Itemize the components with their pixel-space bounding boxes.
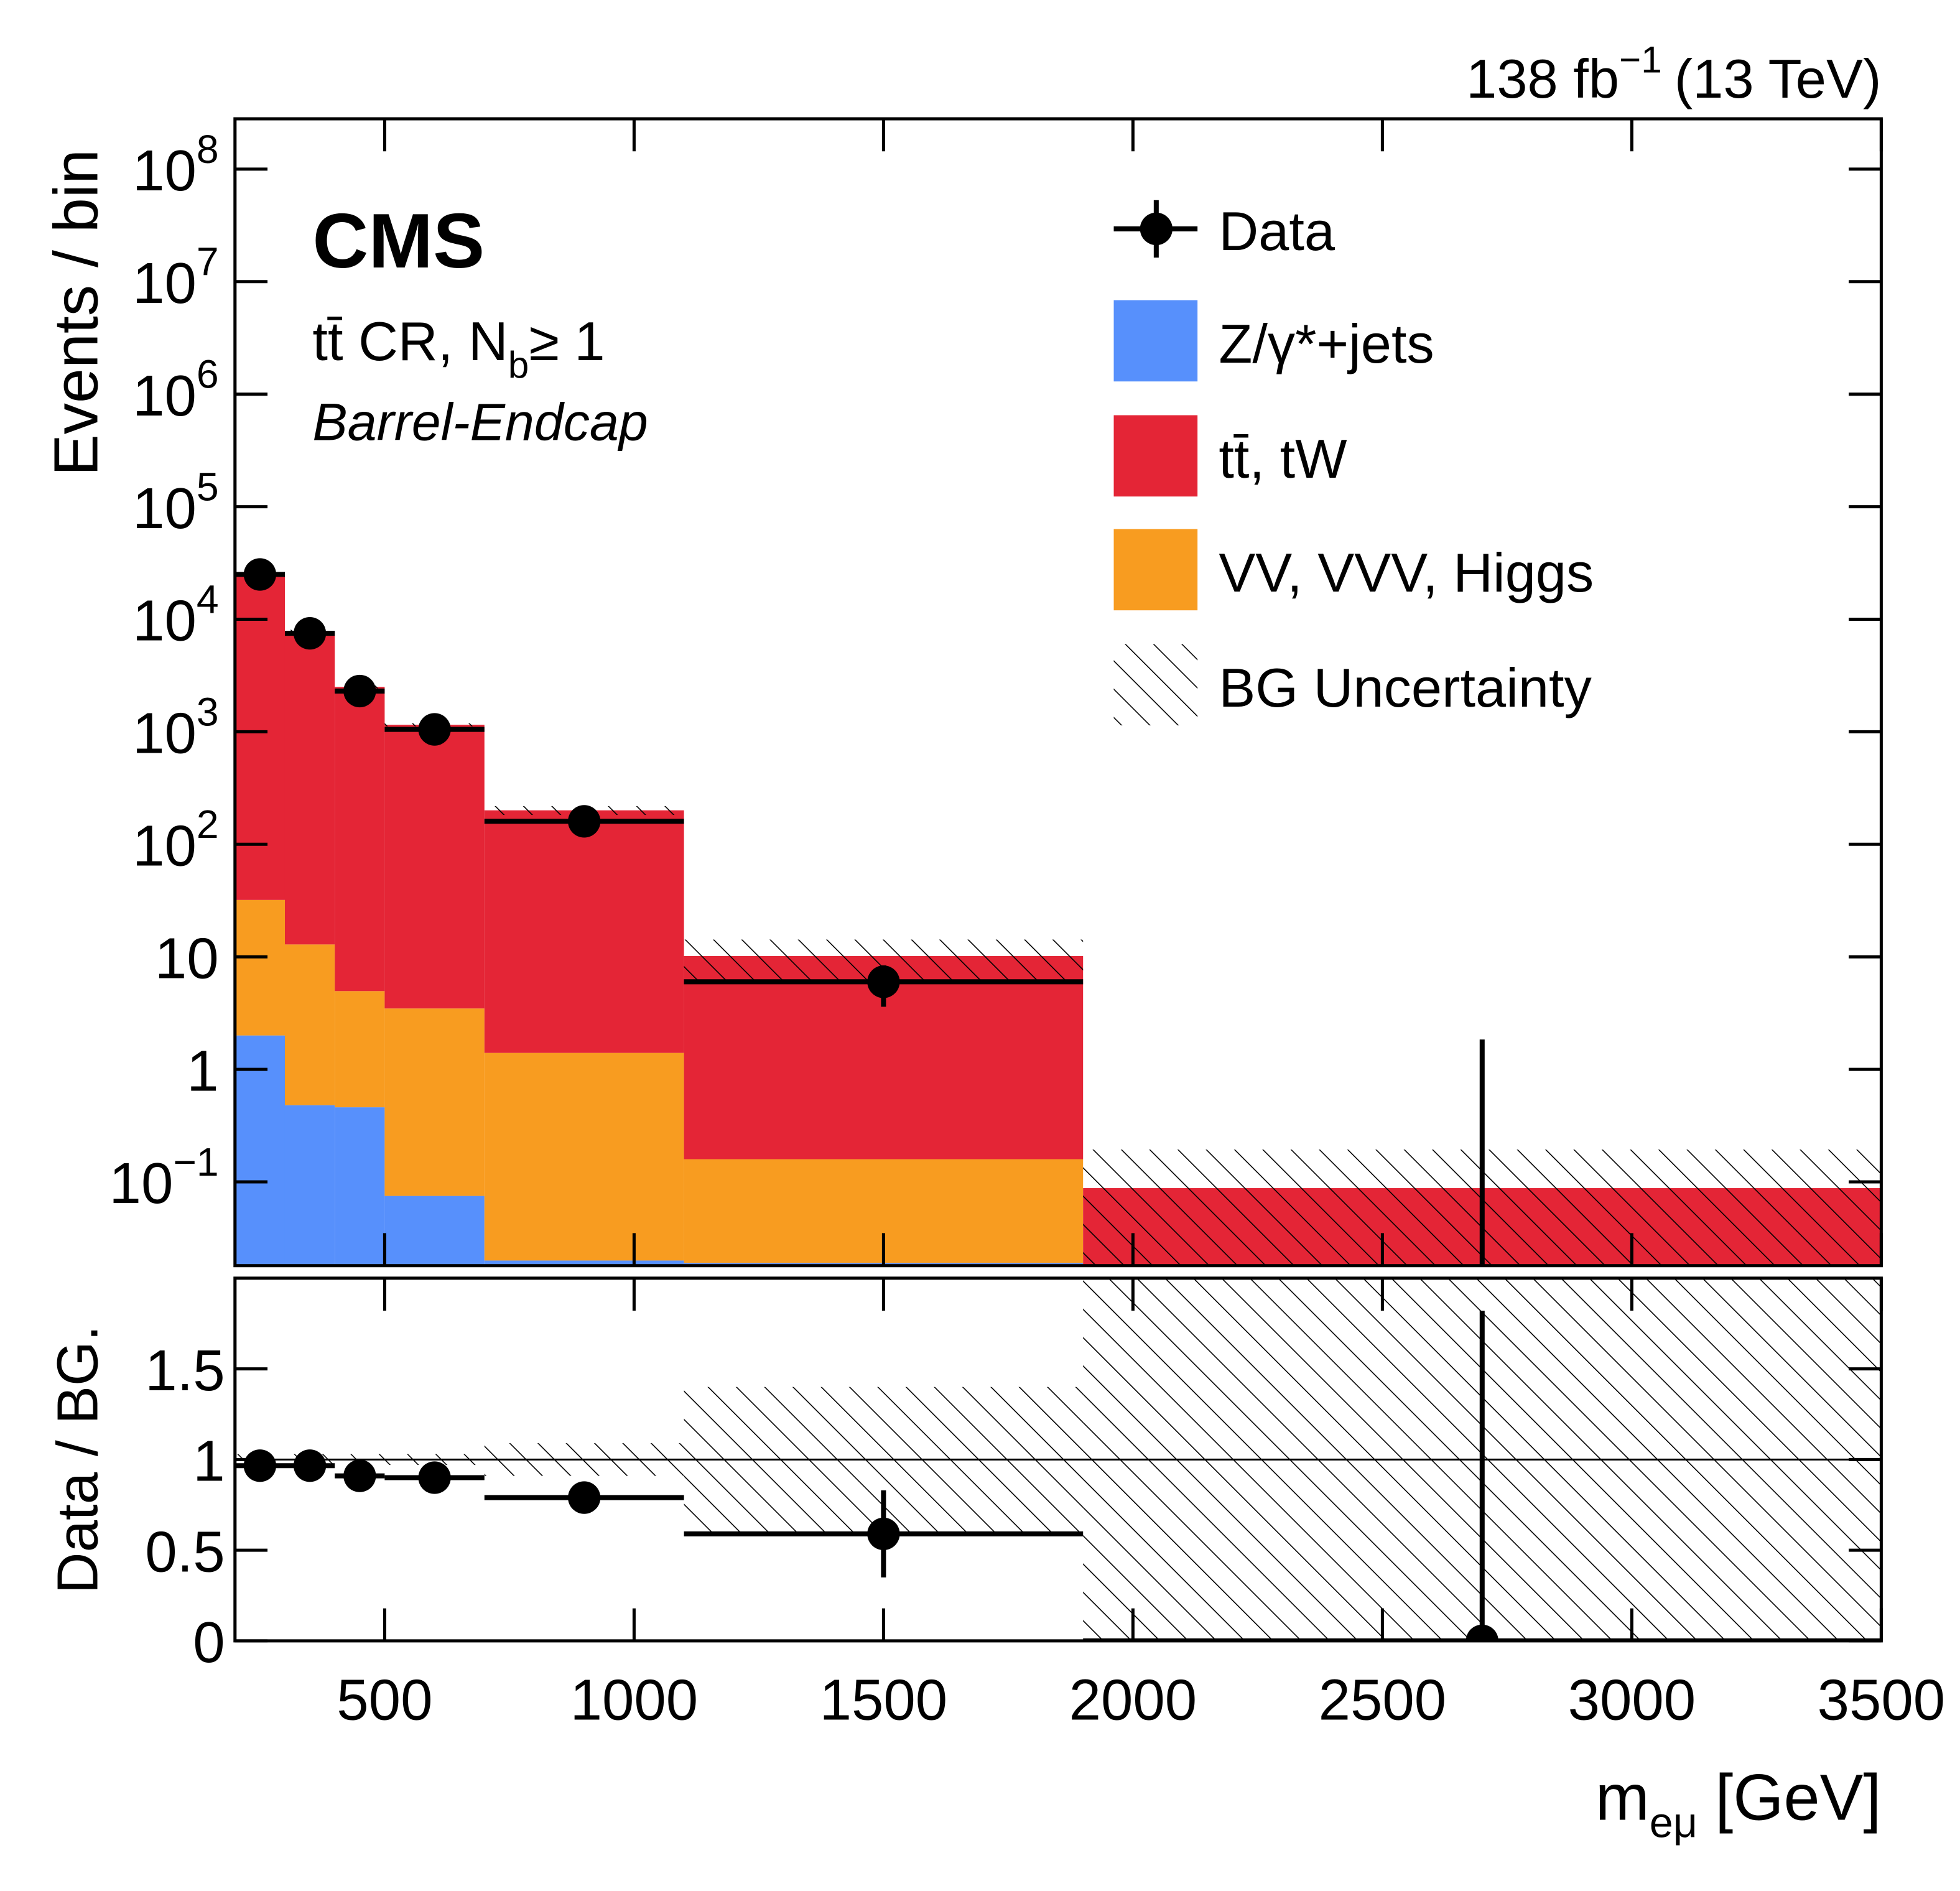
data-point: [867, 965, 900, 998]
stack-bar: [484, 1052, 684, 1261]
stack-bar: [384, 725, 485, 1009]
y-tick-base: 10: [132, 251, 197, 315]
y-tick-exponent: −1: [173, 1140, 218, 1184]
stack-bar: [335, 1107, 385, 1266]
y-tick-label: 104: [132, 577, 219, 653]
stack-bar: [384, 1196, 485, 1266]
y-tick-label: 10: [155, 926, 219, 990]
legend-label: BG Uncertainty: [1219, 657, 1592, 718]
main-frame: [233, 117, 1883, 1268]
data-point: [867, 1517, 900, 1551]
stack-bar: [284, 631, 335, 945]
legend-swatch: [1113, 300, 1198, 382]
ratio-y-tick-label: 1: [193, 1429, 225, 1494]
legend-label: VV, VVV, Higgs: [1219, 542, 1594, 603]
stack-bar: [335, 991, 385, 1108]
legend-label: Data: [1219, 200, 1335, 262]
data-point: [568, 805, 601, 838]
ratio-y-axis-label: Data / BG.: [45, 1325, 110, 1594]
legend-swatch: [1113, 644, 1198, 726]
y-tick-label: 10−1: [109, 1140, 219, 1215]
y-tick-exponent: 4: [197, 577, 219, 621]
y-tick-exponent: 2: [197, 802, 219, 847]
stack-bar: [484, 1260, 684, 1266]
legend-label: Z/γ*+jets: [1219, 313, 1434, 374]
data-point: [343, 1459, 376, 1492]
cms-label: CMS: [312, 198, 485, 284]
y-tick-label: 1: [187, 1038, 218, 1103]
y-tick-label: 107: [132, 239, 219, 315]
y-tick-label: 103: [132, 689, 219, 765]
data-point: [293, 616, 327, 650]
y-tick-exponent: 6: [197, 352, 219, 397]
data-point: [293, 1449, 327, 1482]
ratio-plot: [235, 1278, 1882, 1641]
y-tick-label: 102: [132, 802, 219, 878]
subtitle: Barrel-Endcap: [312, 393, 648, 452]
ratio-y-tick-label: 0: [193, 1610, 225, 1675]
y-tick-label: 108: [132, 127, 219, 203]
y-tick-base: 10: [132, 701, 197, 766]
y-tick-base: 10: [132, 813, 197, 878]
data-point: [418, 1461, 451, 1494]
y-tick-base: 10: [132, 138, 197, 203]
region-label: tt̄ CR, Nb≥ 1: [312, 310, 605, 386]
data-point: [568, 1481, 601, 1514]
y-tick-base: 10: [132, 588, 197, 653]
main-plot: [235, 558, 1882, 1266]
y-tick-base: 10: [109, 1151, 174, 1215]
x-tick-label: 3500: [1818, 1668, 1946, 1732]
x-tick-label: 2500: [1319, 1668, 1447, 1732]
stack-bar: [235, 1035, 285, 1266]
stack-bar: [284, 944, 335, 1105]
y-tick-exponent: 8: [197, 127, 219, 172]
stack-bar: [235, 575, 285, 900]
y-tick-base: 10: [132, 476, 197, 541]
x-tick-label: 1500: [820, 1668, 948, 1732]
data-point: [343, 674, 376, 708]
x-tick-label: 1000: [570, 1668, 699, 1732]
x-tick-label: 2000: [1069, 1668, 1197, 1732]
data-point: [418, 713, 451, 746]
y-tick-exponent: 3: [197, 689, 219, 734]
legend-data-marker: [1140, 212, 1173, 246]
legend-swatch: [1113, 529, 1198, 611]
stack-bar: [284, 1105, 335, 1266]
y-tick-base: 10: [132, 363, 197, 428]
y-axis-label: Events / bin: [42, 149, 111, 476]
stack-bar: [384, 1008, 485, 1196]
legend-label: tt̄, tW: [1219, 428, 1347, 490]
x-tick-label: 3000: [1568, 1668, 1696, 1732]
y-tick-label: 106: [132, 352, 219, 428]
data-point: [243, 558, 277, 591]
data-point: [243, 1449, 277, 1482]
lumi: 138 fb−1 (13 TeV): [1466, 39, 1881, 109]
x-axis-label: meμ [GeV]: [1595, 1761, 1882, 1846]
y-tick-label: 105: [132, 465, 219, 541]
data-point: [1465, 1624, 1498, 1641]
y-tick-exponent: 5: [197, 465, 219, 509]
stack-bar: [235, 899, 285, 1036]
legend-swatch: [1113, 415, 1198, 497]
ratio-y-tick-label: 1.5: [145, 1338, 225, 1403]
x-tick-label: 500: [337, 1668, 432, 1732]
stack-bar: [335, 687, 385, 992]
ratio-y-tick-label: 0.5: [145, 1519, 225, 1584]
y-tick-exponent: 7: [197, 239, 219, 284]
stack-bar: [484, 810, 684, 1053]
